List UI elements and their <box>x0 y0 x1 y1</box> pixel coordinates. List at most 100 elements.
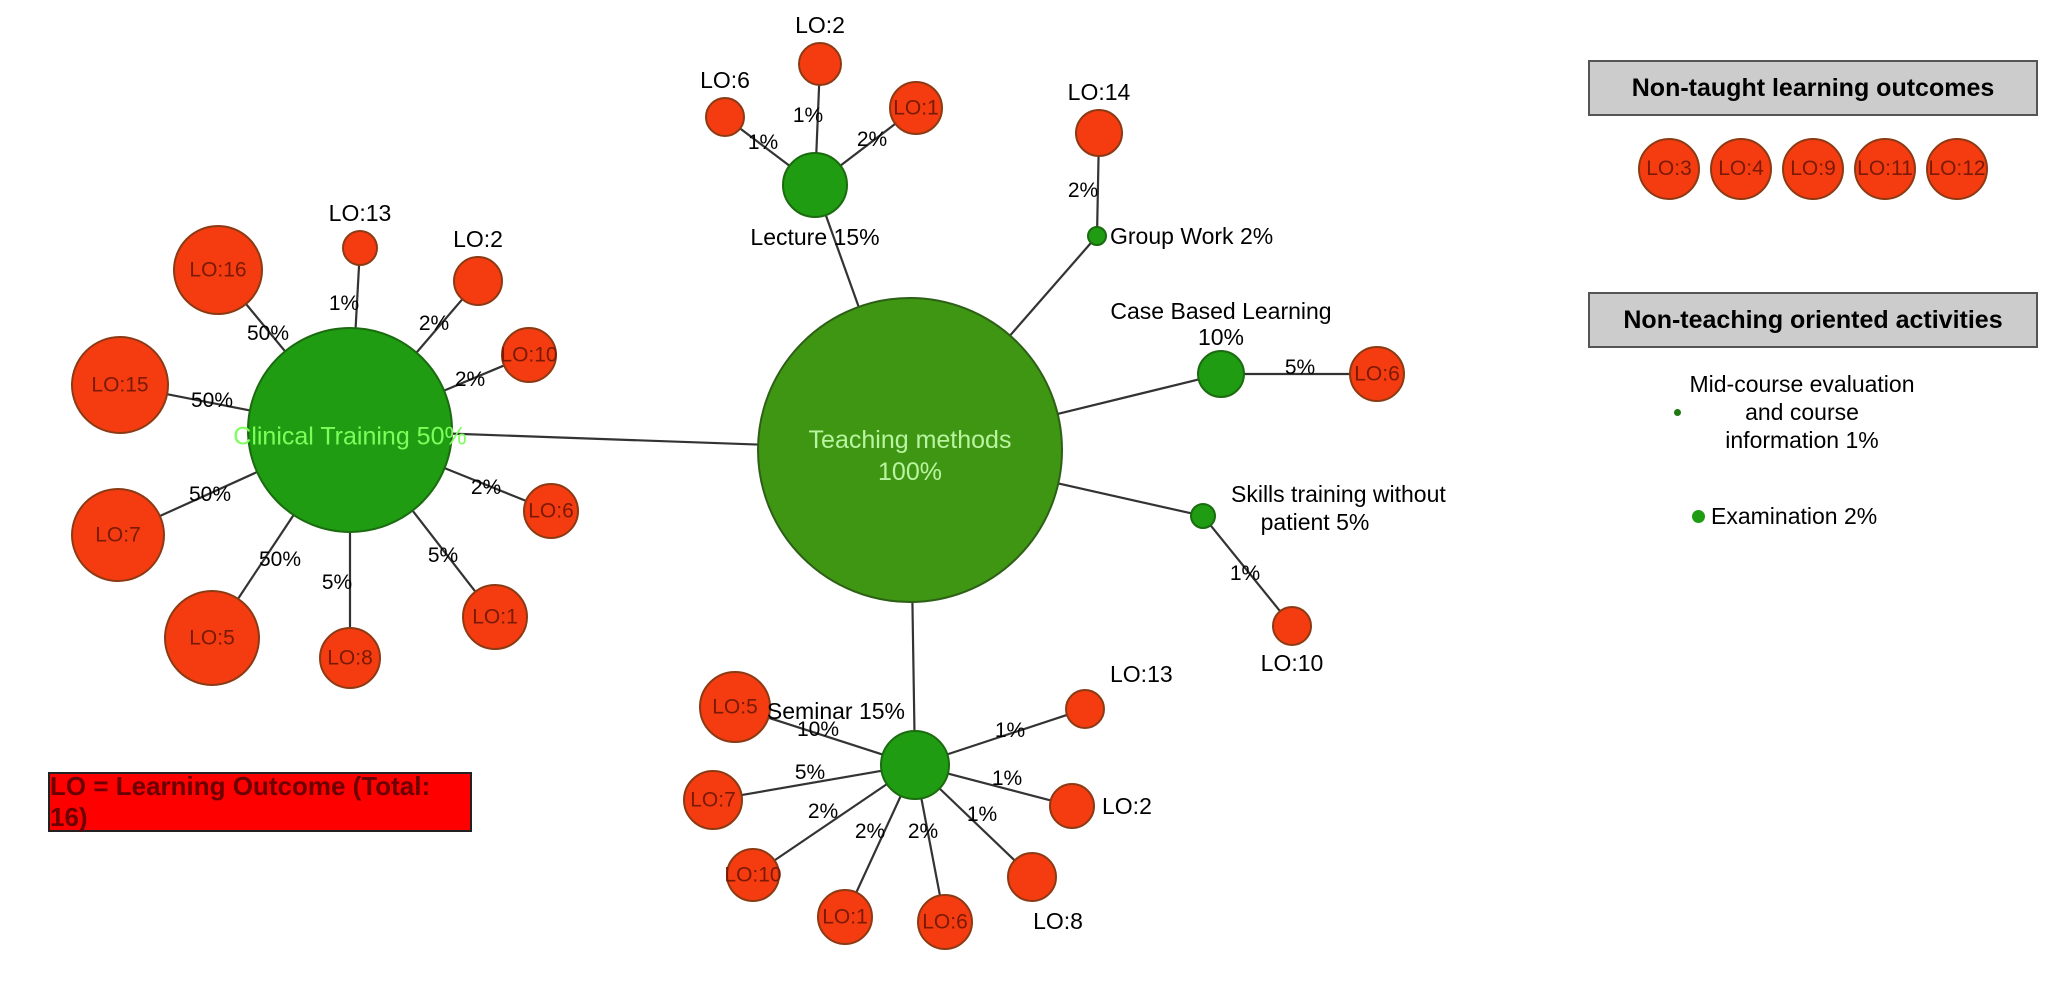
edge-percent-label: 5% <box>322 571 352 594</box>
lo-chip[interactable]: LO:3 <box>1638 138 1700 200</box>
method-node-label: patient 5% <box>1261 509 1370 535</box>
legend-learning-outcome: LO = Learning Outcome (Total: 16) <box>48 771 472 832</box>
lo-node-label: LO:8 <box>327 647 373 670</box>
clinical-edge <box>443 364 505 392</box>
activity-label: Mid-course evaluation and course informa… <box>1689 371 1915 454</box>
lo-node[interactable] <box>523 483 579 539</box>
method-node[interactable] <box>782 152 848 218</box>
lo-node-label: LO:2 <box>1102 793 1152 819</box>
lo-node[interactable] <box>726 848 780 902</box>
lo-node[interactable] <box>817 889 873 945</box>
panel-non-teaching-activities: Non-teaching oriented activities Mid-cou… <box>1588 292 2038 530</box>
lo-node[interactable] <box>501 327 557 383</box>
lo-node[interactable] <box>1075 109 1123 157</box>
seminar-edge <box>938 787 1016 862</box>
method-node[interactable] <box>880 730 950 800</box>
hub-value: 100% <box>878 458 942 486</box>
lecture-edge <box>815 84 821 154</box>
clinical-edge <box>415 298 464 354</box>
method-node-label: Group Work 2% <box>1110 223 1273 249</box>
lo-node[interactable] <box>71 488 165 582</box>
lo-node[interactable] <box>342 230 378 266</box>
lo-node-label: LO:10 <box>724 864 781 887</box>
lo-node[interactable] <box>889 81 943 135</box>
lo-node-label: LO:1 <box>822 906 868 929</box>
edge-percent-label: 2% <box>857 128 887 151</box>
lo-node-label: LO:2 <box>453 226 503 252</box>
lo-node[interactable] <box>1272 606 1312 646</box>
method-node-label: Skills training without <box>1231 481 1446 507</box>
lo-node[interactable] <box>699 671 771 743</box>
edge-percent-label: 1% <box>967 803 997 826</box>
lo-chip[interactable]: LO:9 <box>1782 138 1844 200</box>
clinical-edge <box>237 514 295 600</box>
lo-node-label: LO:8 <box>1033 908 1083 934</box>
hub-label: Teaching methods <box>809 426 1012 454</box>
method-node[interactable] <box>1197 350 1245 398</box>
lo-node[interactable] <box>1065 689 1105 729</box>
hub-edge <box>1058 482 1192 515</box>
edge-percent-label: 1% <box>748 131 778 154</box>
lecture-edge <box>839 122 896 167</box>
clinical-edge <box>159 471 258 518</box>
edge-percent-label: 1% <box>1230 562 1260 585</box>
seminar-edge <box>946 713 1068 756</box>
clinical-edge <box>354 264 361 329</box>
lo-node[interactable] <box>1007 852 1057 902</box>
seminar-edge <box>947 772 1051 802</box>
method-node-label: Case Based Learning <box>1110 298 1331 324</box>
hub-node[interactable] <box>757 297 1063 603</box>
activity-examination: Examination 2% <box>1588 502 2038 530</box>
edge-percent-label: 1% <box>995 719 1025 742</box>
seminar-edge <box>741 769 882 797</box>
edge-percent-label: 50% <box>247 322 289 345</box>
lo-chip[interactable]: LO:12 <box>1926 138 1988 200</box>
activity-label: Examination 2% <box>1711 503 1878 530</box>
lo-node-label: LO:6 <box>528 500 574 523</box>
lo-node-label: LO:10 <box>1261 650 1324 676</box>
lo-node[interactable] <box>705 97 745 137</box>
lo-node[interactable] <box>173 225 263 315</box>
lo-node-label: LO:6 <box>922 911 968 934</box>
lo-node-label: LO:14 <box>1068 79 1131 105</box>
edge-percent-label: 1% <box>329 292 359 315</box>
seminar-edge <box>855 795 902 893</box>
edge-percent-label: 5% <box>1285 356 1315 379</box>
lo-node[interactable] <box>462 584 528 650</box>
lo-node[interactable] <box>164 590 260 686</box>
lo-node[interactable] <box>319 627 381 689</box>
lo-node-label: LO:7 <box>690 789 736 812</box>
lo-node[interactable] <box>1049 783 1095 829</box>
lo-node[interactable] <box>71 336 169 434</box>
lo-chip[interactable]: LO:4 <box>1710 138 1772 200</box>
method-node[interactable] <box>1190 503 1216 529</box>
clinical-edge <box>166 393 251 412</box>
hub-edge <box>824 214 860 308</box>
lo-node-label: LO:16 <box>189 259 246 282</box>
hub-edge <box>911 601 916 732</box>
lo-node[interactable] <box>798 42 842 86</box>
lo-node[interactable] <box>683 770 743 830</box>
lo-node-label: LO:10 <box>500 344 557 367</box>
method-node[interactable] <box>247 327 453 533</box>
method-node[interactable] <box>1087 226 1107 246</box>
panel-non-teaching-title: Non-teaching oriented activities <box>1588 292 2038 348</box>
lo-node[interactable] <box>1349 346 1405 402</box>
lo-chip[interactable]: LO:11 <box>1854 138 1916 200</box>
edge-percent-label: 5% <box>428 544 458 567</box>
small-green-dot-icon <box>1674 408 1681 416</box>
edge-percent-label: 2% <box>808 800 838 823</box>
clinical-edge <box>245 303 286 353</box>
lo-node-label: LO:6 <box>1354 363 1400 386</box>
nodes-layer <box>71 42 1405 950</box>
skills-edge <box>1209 524 1281 612</box>
lo-node-label: LO:15 <box>91 374 148 397</box>
edge-percent-label: 50% <box>189 483 231 506</box>
method-node-label: 10% <box>1198 324 1244 350</box>
clinical-edge <box>411 509 477 593</box>
lo-node[interactable] <box>917 894 973 950</box>
lo-node[interactable] <box>453 256 503 306</box>
lo-node-label: LO:2 <box>795 12 845 38</box>
edge-percent-label: 2% <box>908 820 938 843</box>
